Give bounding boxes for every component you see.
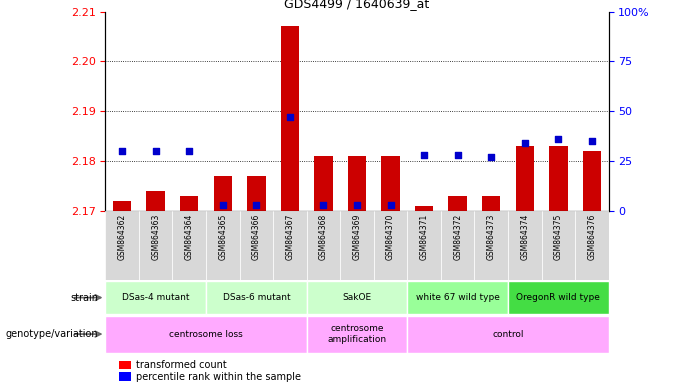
Point	[117, 148, 128, 154]
Text: OregonR wild type: OregonR wild type	[516, 293, 600, 302]
Bar	[381, 156, 400, 211]
Text: GSM864367: GSM864367	[286, 213, 294, 260]
Bar	[415, 206, 433, 211]
Bar	[508, 281, 609, 314]
Bar	[508, 211, 541, 280]
Bar	[105, 211, 139, 280]
Point	[419, 152, 430, 158]
Bar	[441, 211, 475, 280]
Text: genotype/variation: genotype/variation	[6, 329, 99, 339]
Bar	[180, 196, 199, 211]
Text: GSM864366: GSM864366	[252, 213, 261, 260]
Point	[150, 148, 161, 154]
Bar	[113, 201, 131, 211]
Bar	[575, 211, 609, 280]
Bar	[515, 146, 534, 211]
Bar	[475, 211, 508, 280]
Bar	[273, 211, 307, 280]
Text: DSas-6 mutant: DSas-6 mutant	[222, 293, 290, 302]
Point	[553, 136, 564, 142]
Text: GSM864370: GSM864370	[386, 213, 395, 260]
Bar	[347, 156, 367, 211]
Text: GSM864363: GSM864363	[151, 213, 160, 260]
Bar	[173, 211, 206, 280]
Bar	[448, 196, 467, 211]
Bar	[482, 196, 500, 211]
Bar	[583, 151, 601, 211]
Text: GSM864368: GSM864368	[319, 213, 328, 260]
Bar	[407, 281, 508, 314]
Text: GSM864374: GSM864374	[520, 213, 529, 260]
Text: GSM864376: GSM864376	[588, 213, 596, 260]
Point	[218, 202, 228, 208]
Text: strain: strain	[71, 293, 99, 303]
Text: transformed count: transformed count	[136, 360, 226, 370]
Point	[352, 202, 362, 208]
Bar	[407, 211, 441, 280]
Bar	[374, 211, 407, 280]
Text: GSM864371: GSM864371	[420, 213, 428, 260]
Bar	[541, 211, 575, 280]
Bar	[239, 211, 273, 280]
Bar	[247, 176, 266, 211]
Point	[318, 202, 329, 208]
Bar	[139, 211, 173, 280]
Bar	[340, 211, 374, 280]
Bar	[206, 281, 307, 314]
Point	[251, 202, 262, 208]
Text: GSM864375: GSM864375	[554, 213, 563, 260]
Bar	[314, 156, 333, 211]
Bar	[214, 176, 232, 211]
Point	[385, 202, 396, 208]
Bar	[105, 316, 307, 353]
Bar	[307, 281, 407, 314]
Text: GSM864364: GSM864364	[185, 213, 194, 260]
Point	[486, 154, 496, 161]
Point	[586, 138, 597, 144]
Bar	[105, 281, 206, 314]
Bar	[307, 211, 340, 280]
Point	[452, 152, 463, 158]
Bar	[407, 316, 609, 353]
Text: centrosome
amplification: centrosome amplification	[328, 324, 386, 344]
Point	[284, 114, 295, 121]
Bar	[549, 146, 568, 211]
Point	[520, 140, 530, 146]
Bar	[281, 26, 299, 211]
Text: SakOE: SakOE	[343, 293, 371, 302]
Bar	[146, 191, 165, 211]
Text: DSas-4 mutant: DSas-4 mutant	[122, 293, 190, 302]
Text: GSM864373: GSM864373	[487, 213, 496, 260]
Point	[184, 148, 194, 154]
Text: percentile rank within the sample: percentile rank within the sample	[136, 372, 301, 382]
Text: GSM864365: GSM864365	[218, 213, 227, 260]
Text: white 67 wild type: white 67 wild type	[415, 293, 500, 302]
Bar	[206, 211, 239, 280]
Text: control: control	[492, 329, 524, 339]
Text: GSM864372: GSM864372	[453, 213, 462, 260]
Bar	[307, 316, 407, 353]
Text: centrosome loss: centrosome loss	[169, 329, 243, 339]
Text: GSM864369: GSM864369	[352, 213, 362, 260]
Title: GDS4499 / 1640639_at: GDS4499 / 1640639_at	[284, 0, 430, 10]
Text: GSM864362: GSM864362	[118, 213, 126, 260]
